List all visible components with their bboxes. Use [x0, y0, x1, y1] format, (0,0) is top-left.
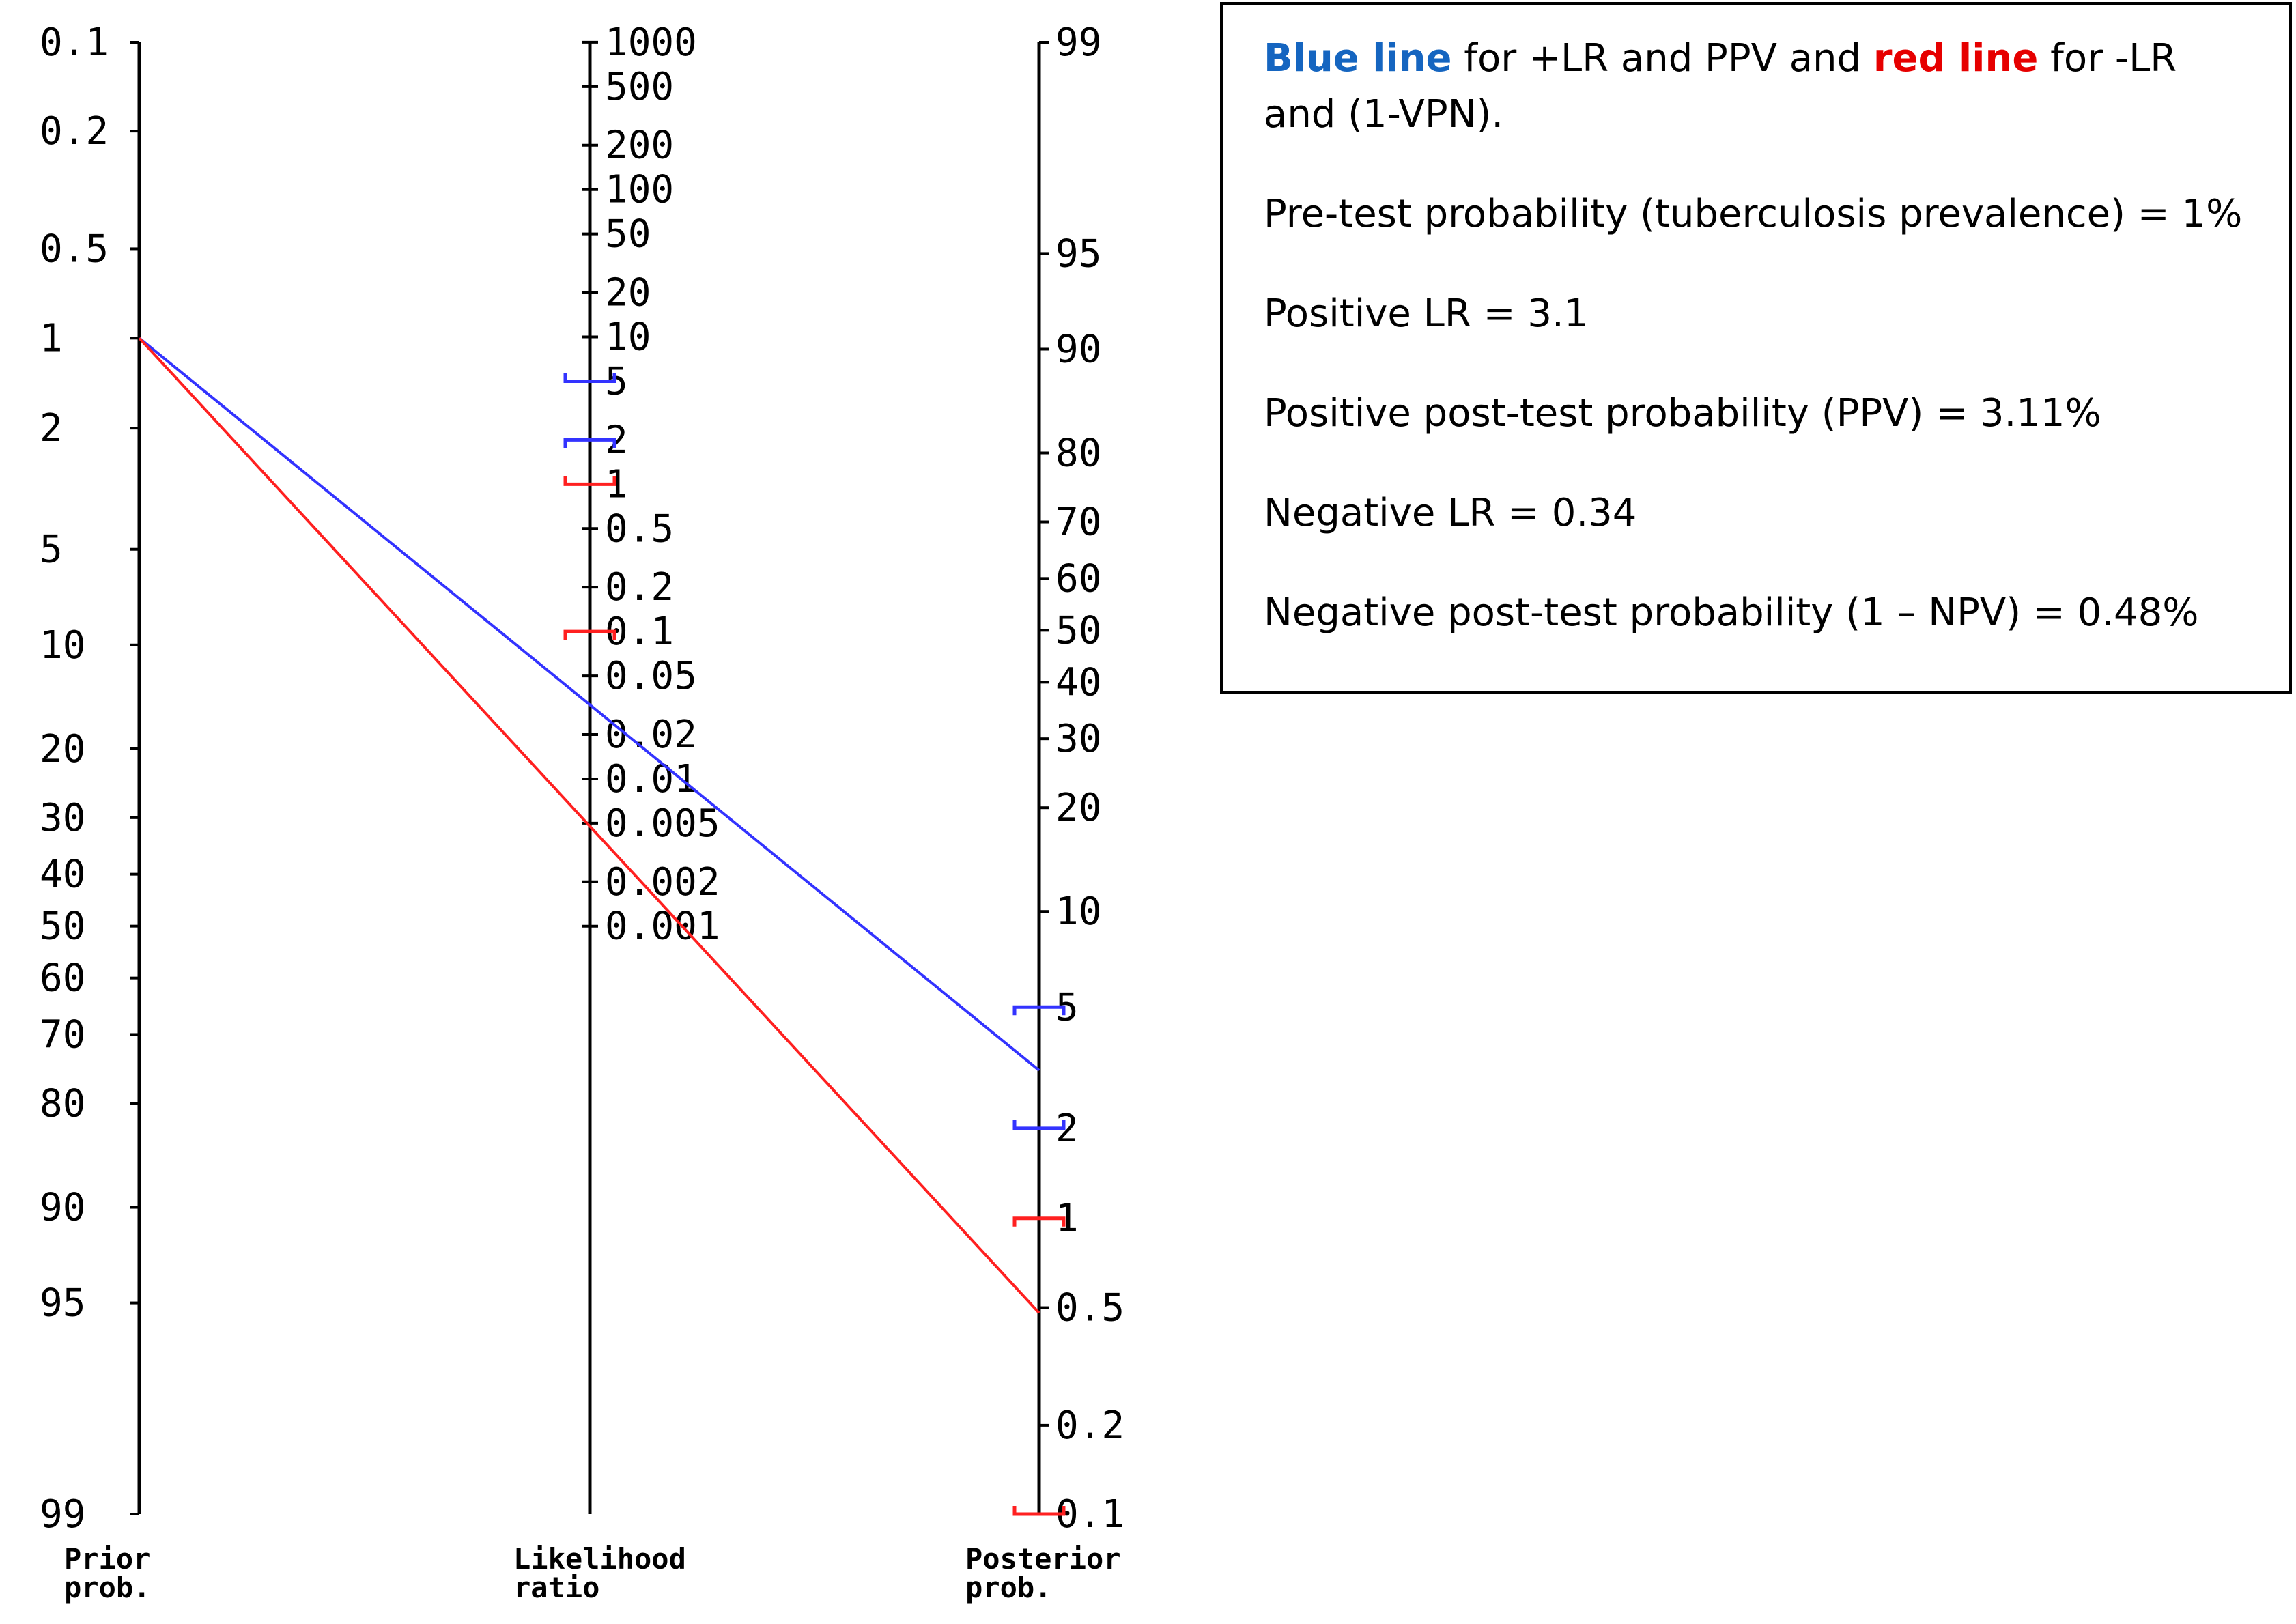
positive-lr-ci-bracket: [563, 373, 616, 383]
posterior-tick-label: 60: [1055, 556, 1101, 601]
likelihood-axis-title: ratio: [513, 1571, 599, 1604]
posterior-tick-label: 80: [1055, 431, 1101, 475]
negative-lr-text: Negative LR = 0.34: [1264, 491, 1637, 535]
prior-tick-label: 10: [40, 623, 85, 668]
prior-tick-label: 5: [40, 528, 63, 572]
prior-tick-label: 20: [40, 727, 85, 771]
negative-posterior-ci-bracket: [1012, 1506, 1066, 1516]
nomogram-axes: 0.10.20.51251020304050607080909599100050…: [40, 20, 1124, 1604]
likelihood-tick-label: 10: [605, 315, 651, 360]
likelihood-tick-label: 0.2: [605, 565, 674, 610]
prior-axis-title: prob.: [64, 1571, 150, 1604]
positive-lr-text: Positive LR = 3.1: [1264, 291, 1589, 336]
negative-posterior-ci-bracket: [1012, 1216, 1066, 1227]
prior-tick-label: 0.2: [40, 109, 109, 154]
likelihood-tick-label: 20: [605, 271, 651, 315]
prior-tick-label: 1: [40, 316, 63, 360]
prior-tick-label: 2: [40, 406, 63, 451]
posterior-tick-label: 99: [1055, 20, 1101, 65]
info-box: Blue line for +LR and PPV and red line f…: [1220, 2, 2292, 694]
likelihood-axis-title: Likelihood: [513, 1542, 686, 1576]
likelihood-tick-label: 0.02: [605, 713, 697, 757]
prior-tick-label: 0.5: [40, 227, 109, 271]
posterior-axis-title: prob.: [965, 1571, 1051, 1604]
red-line-label: red line: [1873, 36, 2039, 81]
nomogram-marks: [138, 337, 1066, 1516]
prior-tick-label: 40: [40, 853, 85, 897]
negative-lr-line: [138, 337, 1040, 1314]
prior-axis-title: Prior: [64, 1542, 150, 1576]
legend-line: Blue line for +LR and PPV and red line f…: [1264, 31, 2255, 143]
positive-posterior-ci-bracket: [1012, 1120, 1066, 1130]
legend-end-text: for -LR and (1-VPN).: [1264, 36, 2177, 137]
posterior-tick-label: 50: [1055, 608, 1101, 653]
likelihood-tick-label: 0.5: [605, 507, 674, 551]
posterior-tick-label: 90: [1055, 327, 1101, 371]
posterior-tick-label: 30: [1055, 717, 1101, 761]
fagan-nomogram: 0.10.20.51251020304050607080909599100050…: [40, 20, 1124, 1604]
prior-tick-label: 50: [40, 904, 85, 949]
posterior-tick-label: 0.1: [1055, 1492, 1124, 1537]
likelihood-tick-label: 0.001: [605, 904, 720, 949]
legend-mid-text: for +LR and PPV and: [1451, 36, 1873, 81]
posterior-axis-title: Posterior: [965, 1542, 1121, 1576]
likelihood-tick-label: 1000: [605, 20, 697, 65]
pretest-probability-text: Pre-test probability (tuberculosis preva…: [1264, 192, 2243, 236]
posterior-tick-label: 0.2: [1055, 1404, 1124, 1448]
posterior-tick-label: 0.5: [1055, 1286, 1124, 1330]
negative-lr-ci-bracket: [563, 476, 616, 486]
likelihood-tick-label: 0.002: [605, 860, 720, 904]
negative-lr-ci-bracket: [563, 629, 616, 640]
blue-line-label: Blue line: [1264, 36, 1452, 81]
negative-posttest-text: Negative post-test probability (1 – NPV)…: [1264, 590, 2199, 635]
prior-tick-label: 80: [40, 1082, 85, 1126]
likelihood-tick-label: 500: [605, 65, 674, 109]
prior-tick-label: 30: [40, 796, 85, 840]
prior-tick-label: 95: [40, 1281, 85, 1326]
positive-lr-line: [138, 337, 1040, 1072]
posterior-tick-label: 10: [1055, 889, 1101, 934]
positive-lr-ci-bracket: [563, 438, 616, 448]
posterior-tick-label: 95: [1055, 231, 1101, 276]
prior-tick-label: 90: [40, 1186, 85, 1230]
posterior-tick-label: 20: [1055, 786, 1101, 830]
posterior-tick-label: 70: [1055, 500, 1101, 545]
prior-tick-label: 70: [40, 1012, 85, 1057]
prior-tick-label: 60: [40, 956, 85, 1001]
prior-tick-label: 0.1: [40, 20, 109, 65]
likelihood-tick-label: 200: [605, 124, 674, 168]
likelihood-tick-label: 100: [605, 168, 674, 212]
posterior-tick-label: 40: [1055, 660, 1101, 704]
likelihood-tick-label: 0.005: [605, 801, 720, 846]
positive-posttest-text: Positive post-test probability (PPV) = 3…: [1264, 391, 2101, 436]
likelihood-tick-label: 0.05: [605, 654, 697, 698]
likelihood-tick-label: 0.1: [605, 610, 674, 654]
positive-posterior-ci-bracket: [1012, 1005, 1066, 1016]
prior-tick-label: 99: [40, 1492, 85, 1537]
likelihood-tick-label: 50: [605, 212, 651, 257]
